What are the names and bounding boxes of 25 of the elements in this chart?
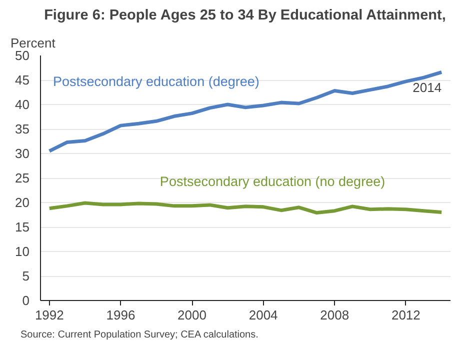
y-tick-label: 10	[15, 244, 30, 259]
x-tick-label: 2012	[391, 308, 420, 322]
x-tick-label: 1996	[106, 308, 136, 322]
y-tick-label: 5	[22, 268, 30, 284]
y-tick-label: 15	[15, 220, 30, 234]
annotation: 2014	[412, 80, 442, 96]
y-tick-label: 40	[15, 97, 30, 112]
y-axis-title: Percent	[10, 36, 56, 50]
y-tick-label: 35	[15, 122, 30, 136]
y-tick-label: 0	[22, 293, 30, 308]
y-tick-label: 45	[15, 72, 30, 88]
y-tick-label: 25	[15, 170, 30, 186]
line-series	[48, 70, 444, 153]
y-tick-label: 50	[15, 48, 30, 63]
line-series	[48, 201, 444, 215]
series-label: Postsecondary education (no degree)	[160, 174, 386, 189]
source-note: Source: Current Population Survey; CEA calculations.	[20, 330, 258, 340]
y-tick-label: 20	[15, 195, 30, 210]
chart-title: Figure 6: People Ages 25 to 34 By Educational Attainment,	[44, 8, 446, 24]
x-tick-label: 1992	[34, 308, 64, 322]
y-tick-label: 30	[15, 146, 30, 161]
x-tick-label: 2000	[178, 308, 206, 322]
x-tick-label: 2008	[320, 308, 350, 322]
series-label: Postsecondary education (degree)	[52, 74, 260, 89]
x-tick-label: 2004	[248, 308, 278, 322]
